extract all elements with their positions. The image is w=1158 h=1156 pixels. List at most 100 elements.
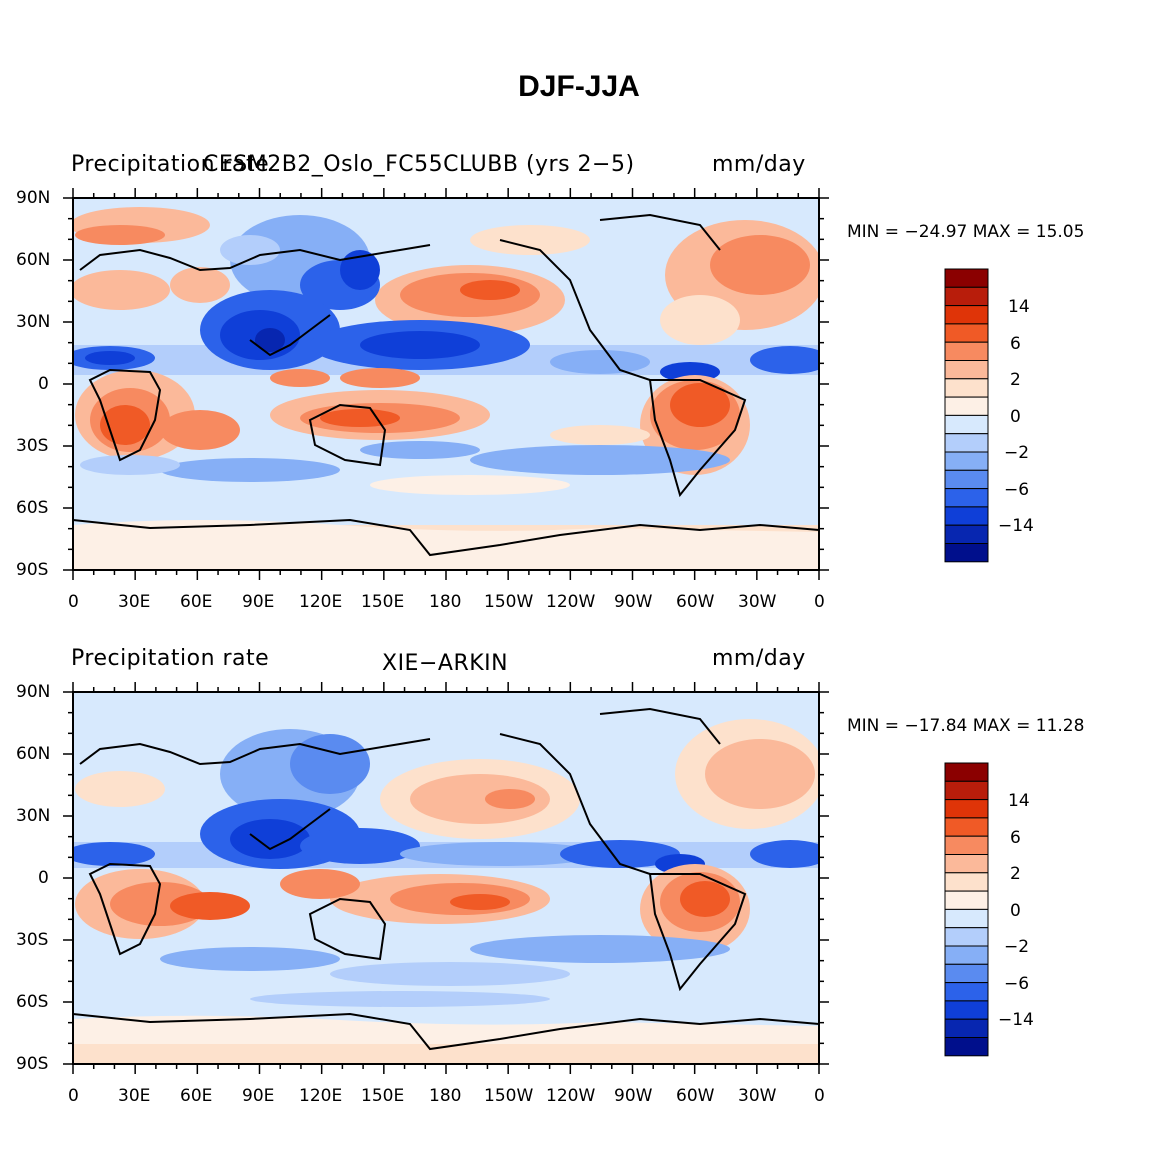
lon-label: 30E [118, 592, 151, 612]
colorbar-label: −14 [998, 516, 1034, 536]
colorbar-label: −6 [1004, 480, 1030, 500]
panel1-units: mm/day [712, 152, 806, 177]
colorbar-label: −2 [1004, 937, 1030, 957]
colorbar-swatch [944, 396, 989, 416]
colorbar-swatch [944, 414, 989, 435]
colorbar-label: 2 [1010, 864, 1021, 884]
lat-label: 30N [16, 312, 51, 332]
lon-label: 30W [738, 1086, 777, 1106]
colorbar-label: 2 [1010, 370, 1021, 390]
panel2-min-max: MIN = −17.84 MAX = 11.28 [847, 716, 1085, 736]
colorbar-swatch [944, 872, 989, 892]
colorbar-label: 0 [1010, 407, 1021, 427]
lon-label: 0 [68, 1086, 79, 1106]
panel2-left-title: Precipitation rate [71, 646, 270, 671]
figure-title: DJF-JJA [518, 70, 640, 103]
colorbar-swatch [944, 360, 989, 380]
panel2-units: mm/day [712, 646, 806, 671]
colorbar-swatch [944, 378, 989, 398]
lon-label: 150W [484, 1086, 534, 1106]
lat-label: 30S [16, 436, 49, 456]
lat-label: 0 [38, 374, 49, 394]
lat-label: 30N [16, 806, 51, 826]
lon-label: 150E [361, 592, 405, 612]
lon-label: 120E [299, 592, 343, 612]
colorbar-swatch [944, 506, 989, 526]
lat-label: 30S [16, 930, 49, 950]
lon-label: 60W [676, 1086, 715, 1106]
colorbar-swatch [944, 524, 989, 545]
lat-label: 60N [16, 744, 51, 764]
lon-label: 60E [180, 592, 213, 612]
panel1-center-title: CESM2B2_Oslo_FC55CLUBB (yrs 2−5) [203, 152, 635, 177]
lon-label: 180 [429, 592, 462, 612]
panel2-ticks [63, 682, 829, 1074]
lon-label: 30W [738, 592, 777, 612]
lat-label: 60S [16, 992, 49, 1012]
lon-label: 0 [68, 592, 79, 612]
panel1-coastlines [72, 213, 820, 557]
lon-label: 180 [429, 1086, 462, 1106]
panel1-map [63, 188, 829, 580]
lon-label: 0 [814, 1086, 825, 1106]
panel1-ticks [63, 188, 829, 580]
lon-label: 90E [242, 1086, 275, 1106]
lon-label: 120E [299, 1086, 343, 1106]
colorbar-swatch [944, 268, 989, 288]
colorbar-swatch [944, 1018, 989, 1039]
lon-label: 60W [676, 592, 715, 612]
colorbar-swatch [944, 488, 989, 508]
colorbar-swatch [944, 890, 989, 910]
lat-label: 0 [38, 868, 49, 888]
colorbar-swatch [944, 469, 989, 490]
colorbar-swatch [944, 908, 989, 929]
colorbar-swatch [944, 305, 989, 325]
colorbar-swatch [944, 817, 989, 837]
lon-label: 150W [484, 592, 534, 612]
panel1-colorbar [944, 268, 989, 563]
panel2-center-title: XIE−ARKIN [382, 651, 509, 676]
colorbar-swatch [944, 341, 989, 361]
panel2-coastlines [72, 707, 820, 1051]
lon-label: 90W [614, 1086, 653, 1106]
panel2-field [73, 692, 819, 1064]
lon-label: 30E [118, 1086, 151, 1106]
colorbar-swatch [944, 799, 989, 819]
colorbar-label: −6 [1004, 974, 1030, 994]
colorbar-label: 0 [1010, 901, 1021, 921]
colorbar-swatch [944, 1037, 989, 1057]
colorbar-swatch [944, 982, 989, 1002]
colorbar-swatch [944, 963, 989, 984]
lat-label: 60N [16, 250, 51, 270]
lon-label: 120W [546, 592, 596, 612]
panel2-colorbar [944, 762, 989, 1057]
panel1-min-max: MIN = −24.97 MAX = 15.05 [847, 222, 1085, 242]
lat-label: 90N [16, 682, 51, 702]
lon-label: 150E [361, 1086, 405, 1106]
lon-label: 0 [814, 592, 825, 612]
colorbar-swatch [944, 1000, 989, 1020]
colorbar-label: 14 [1008, 791, 1030, 811]
lat-label: 90S [16, 560, 49, 580]
colorbar-swatch [944, 451, 989, 471]
colorbar-label: 14 [1008, 297, 1030, 317]
lon-label: 120W [546, 1086, 596, 1106]
lat-label: 90S [16, 1054, 49, 1074]
panel1-field [73, 198, 819, 570]
lat-label: 60S [16, 498, 49, 518]
colorbar-label: −14 [998, 1010, 1034, 1030]
colorbar-swatch [944, 433, 989, 453]
colorbar-swatch [944, 762, 989, 782]
lon-label: 90W [614, 592, 653, 612]
colorbar-label: −2 [1004, 443, 1030, 463]
colorbar-swatch [944, 835, 989, 855]
colorbar-swatch [944, 780, 989, 801]
colorbar-label: 6 [1010, 828, 1021, 848]
panel1-left-title: Precipitation rate [71, 152, 270, 177]
colorbar-swatch [944, 854, 989, 874]
colorbar-label: 6 [1010, 334, 1021, 354]
colorbar-swatch [944, 927, 989, 947]
colorbar-swatch [944, 543, 989, 563]
colorbar-swatch [944, 286, 989, 307]
colorbar-swatch [944, 323, 989, 343]
